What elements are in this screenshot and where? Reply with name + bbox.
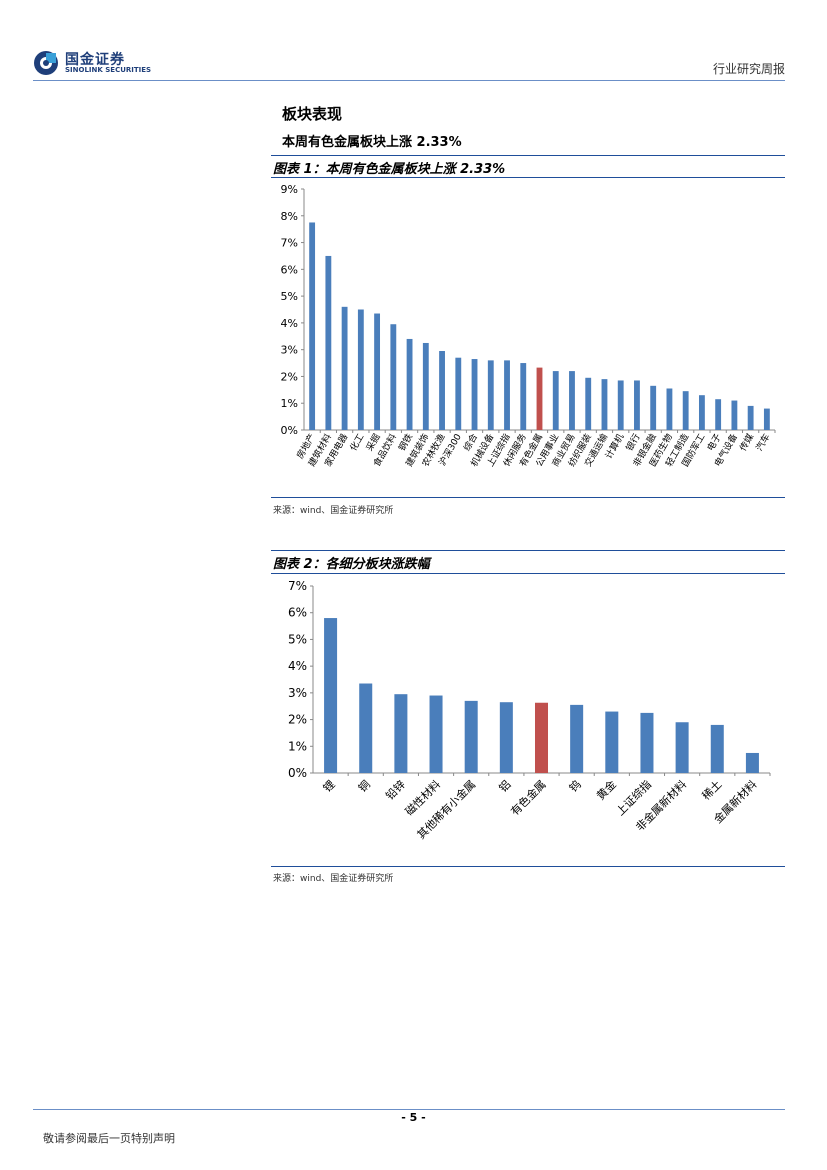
y-tick-label: 7% (288, 579, 307, 593)
logo-cn-text: 国金证券 (65, 52, 125, 68)
figure2-bottom-rule (271, 866, 785, 867)
bar-家用电器 (341, 306, 348, 430)
bar-建筑材料 (325, 255, 332, 430)
x-tick-label: 铅锌 (383, 777, 408, 802)
logo-icon (34, 51, 58, 75)
y-tick-label: 5% (281, 290, 298, 303)
bar-汽车 (763, 408, 770, 430)
y-tick-label: 4% (281, 317, 298, 330)
bar-综合 (471, 359, 478, 430)
bar-黄金 (605, 711, 619, 773)
bar-非金属新材料 (675, 722, 689, 773)
bar-电气设备 (731, 400, 738, 430)
header-divider (33, 80, 785, 81)
x-tick-label: 有色金属 (508, 777, 549, 818)
x-tick-label: 化工 (347, 432, 366, 454)
bar-采掘 (374, 313, 381, 430)
report-type: 行业研究周报 (712, 62, 785, 76)
bar-房地产 (309, 222, 316, 430)
y-tick-label: 1% (288, 739, 307, 753)
bar-公用事业 (552, 371, 559, 430)
bar-交通运输 (601, 379, 608, 430)
bar-计算机 (617, 380, 624, 430)
bar-商业贸易 (569, 371, 575, 430)
bar-食品饮料 (390, 324, 397, 430)
y-tick-label: 0% (281, 424, 298, 437)
bar-国防军工 (698, 395, 705, 430)
bar-磁性材料 (429, 695, 443, 773)
bar-机械设备 (487, 360, 494, 430)
y-tick-label: 9% (281, 183, 298, 196)
bar-钢铁 (406, 338, 413, 430)
bar-休闲服务 (520, 363, 527, 430)
x-tick-label: 传媒 (737, 432, 756, 454)
y-tick-label: 0% (288, 766, 307, 780)
y-tick-label: 6% (288, 606, 307, 620)
x-tick-label: 汽车 (753, 432, 772, 454)
y-tick-label: 4% (288, 659, 307, 673)
x-tick-label: 其他稀有小金属 (414, 777, 478, 841)
y-tick-label: 2% (288, 713, 307, 727)
bar-其他稀有小金属 (464, 700, 478, 773)
bar-医药生物 (666, 388, 673, 430)
x-tick-label: 铝 (496, 777, 514, 795)
bar-上证综指 (640, 712, 654, 773)
section-subtitle: 本周有色金属板块上涨 2.33% (282, 135, 462, 150)
bar-化工 (357, 309, 364, 430)
footer-disclaimer: 敬请参阅最后一页特别声明 (43, 1132, 175, 1145)
x-tick-label: 铜 (355, 777, 373, 795)
y-tick-label: 6% (281, 263, 298, 276)
figure2-title-rule (271, 573, 785, 574)
bar-沪深300 (455, 357, 462, 430)
bar-钨 (570, 704, 584, 773)
y-tick-label: 3% (288, 686, 307, 700)
bar-电子 (715, 399, 722, 430)
bar-锂 (324, 618, 338, 773)
figure2-top-rule (271, 550, 785, 551)
y-tick-label: 7% (281, 237, 298, 250)
bar-纺织服装 (585, 377, 592, 430)
x-tick-label: 稀土 (700, 778, 725, 803)
bar-非银金融 (650, 385, 657, 430)
figure1-source: 来源：wind、国金证券研究所 (273, 506, 394, 516)
x-tick-label: 黄金 (593, 777, 618, 802)
figure1-title-rule (271, 177, 785, 178)
bar-银行 (634, 380, 640, 430)
y-tick-label: 3% (281, 344, 298, 357)
bar-铜 (359, 683, 373, 773)
bar-有色金属 (534, 702, 549, 773)
bar-金属新材料 (745, 752, 759, 773)
x-tick-label: 钨 (567, 778, 584, 795)
figure1-chart: 0%1%2%3%4%5%6%7%8%9%房地产建筑材料家用电器化工采掘食品饮料钢… (281, 183, 776, 469)
y-tick-label: 8% (281, 210, 298, 223)
bar-有色金属 (536, 367, 543, 430)
figure2-title: 图表 2：各细分板块涨跌幅 (273, 557, 430, 572)
logo-en-text: SINOLINK SECURITIES (65, 66, 152, 74)
figure1-title: 图表 1：本周有色金属板块上涨 2.33% (273, 162, 506, 177)
figure1-bottom-rule (271, 497, 785, 498)
figure2-chart: 0%1%2%3%4%5%6%7%锂铜铅锌磁性材料其他稀有小金属 铝有色金属钨黄金上… (288, 579, 771, 842)
bar-稀土 (710, 724, 724, 773)
bar-铝 (499, 702, 513, 773)
bar-铅锌 (394, 694, 408, 773)
y-tick-label: 1% (281, 397, 298, 410)
page-number: - 5 - (401, 1111, 426, 1124)
y-tick-label: 2% (281, 370, 298, 383)
bar-建筑装饰 (422, 342, 429, 430)
bar-轻工制造 (682, 391, 689, 430)
section-title: 板块表现 (282, 105, 343, 123)
figure2-source: 来源：wind、国金证券研究所 (273, 874, 394, 884)
footer-divider (33, 1109, 785, 1110)
bar-上证综指 (504, 360, 510, 430)
bar-传媒 (747, 405, 754, 430)
y-tick-label: 5% (288, 632, 307, 646)
bar-农林牧渔 (439, 351, 445, 430)
figure1-top-rule (271, 155, 785, 156)
x-tick-label: 锂 (320, 777, 338, 795)
